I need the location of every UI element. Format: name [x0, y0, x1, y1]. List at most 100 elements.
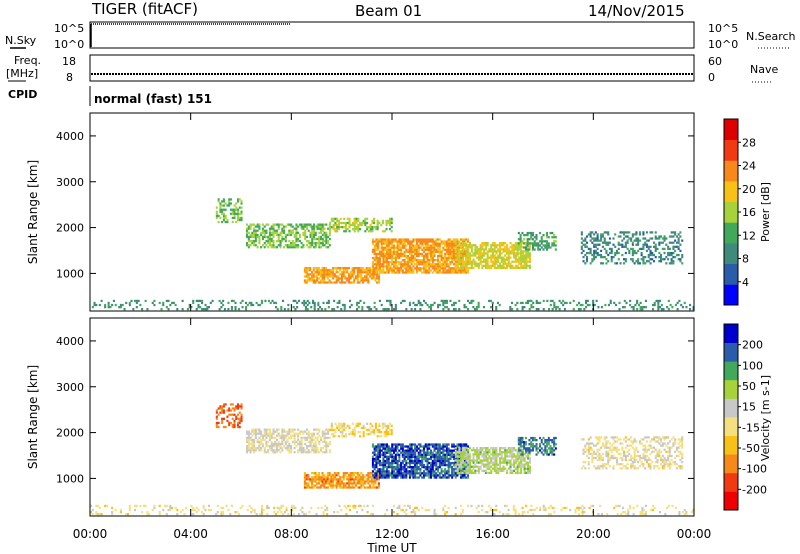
- power-cell: [470, 264, 473, 267]
- power-cell: [337, 267, 340, 270]
- velocity-cell: [433, 455, 436, 458]
- power-cell: [628, 231, 631, 234]
- power-cell: [367, 230, 370, 233]
- power-cell: [408, 267, 411, 270]
- velocity-cell: [256, 432, 259, 435]
- velocity-cell: [490, 465, 493, 468]
- velocity-cell: [396, 513, 399, 516]
- velocity-cell: [284, 430, 287, 433]
- power-cell: [313, 308, 316, 311]
- power-cell: [311, 279, 314, 282]
- power-cell: [644, 256, 647, 259]
- velocity-cell: [371, 513, 374, 516]
- velocity-cell: [456, 471, 459, 475]
- power-cell: [348, 223, 351, 227]
- power-cell: [215, 210, 218, 213]
- velocity-cell: [484, 451, 487, 454]
- power-cell: [528, 260, 531, 263]
- velocity-cell: [312, 478, 315, 481]
- power-cell: [260, 301, 263, 305]
- velocity-cell: [358, 476, 361, 479]
- power-cell: [328, 237, 331, 241]
- power-cell: [504, 254, 507, 257]
- power-cell: [675, 253, 678, 257]
- power-cell: [463, 250, 466, 253]
- power-cell: [463, 248, 466, 251]
- velocity-cell: [430, 451, 433, 454]
- velocity-cell: [374, 426, 377, 430]
- power-cell: [430, 269, 433, 272]
- velocity-cell: [353, 472, 356, 475]
- power-cell: [633, 249, 636, 253]
- velocity-cell: [95, 511, 98, 514]
- velocity-cell: [327, 445, 330, 448]
- power-cell: [371, 263, 374, 266]
- velocity-cell: [339, 476, 342, 479]
- velocity-cell: [452, 443, 455, 446]
- power-cell: [328, 281, 331, 284]
- power-cell: [389, 240, 392, 243]
- power-cell: [233, 214, 236, 218]
- velocity-cell: [314, 447, 317, 450]
- power-cell: [651, 251, 654, 255]
- velocity-cell: [362, 426, 365, 430]
- velocity-cell: [348, 426, 351, 430]
- power-cell: [523, 258, 526, 261]
- power-cell: [514, 264, 517, 267]
- velocity-cell: [325, 486, 328, 489]
- power-cell: [246, 242, 249, 245]
- velocity-cell: [319, 486, 322, 489]
- velocity-cell: [288, 451, 291, 454]
- power-cell: [419, 308, 422, 311]
- velocity-cell: [276, 434, 279, 437]
- power-cell: [438, 267, 441, 270]
- velocity-cell: [319, 476, 322, 479]
- velocity-cell: [415, 506, 418, 510]
- velocity-cell: [477, 504, 480, 508]
- velocity-cell: [370, 476, 373, 479]
- velocity-cell: [488, 455, 491, 458]
- velocity-cell: [449, 453, 452, 456]
- velocity-cell: [400, 464, 403, 467]
- power-cell: [293, 235, 296, 239]
- velocity-cell: [387, 431, 390, 434]
- velocity-cell: [309, 436, 312, 439]
- power-cell: [387, 271, 390, 274]
- velocity-cell: [430, 470, 433, 473]
- power-cell: [465, 248, 468, 251]
- power-cell: [608, 251, 611, 255]
- power-cell: [134, 299, 137, 303]
- power-cell: [400, 252, 403, 256]
- power-cell: [658, 251, 661, 255]
- power-cell: [342, 275, 345, 278]
- power-cell: [509, 264, 512, 267]
- velocity-cell: [486, 453, 489, 456]
- power-cell: [438, 250, 441, 253]
- velocity-cell: [356, 472, 359, 475]
- velocity-cell: [280, 511, 283, 514]
- velocity-cell: [393, 447, 396, 450]
- power-cell: [353, 223, 356, 227]
- power-cell: [651, 231, 654, 234]
- power-cell: [375, 259, 378, 262]
- velocity-cell: [479, 449, 482, 452]
- velocity-cell: [410, 447, 413, 450]
- velocity-cell: [578, 506, 581, 510]
- power-cell: [93, 301, 96, 305]
- power-cell: [405, 261, 408, 264]
- velocity-cell: [266, 506, 269, 510]
- power-cell: [352, 228, 355, 231]
- velocity-cell: [381, 424, 384, 428]
- velocity-cell: [486, 459, 489, 462]
- velocity-cell: [314, 451, 317, 454]
- power-cell: [463, 244, 466, 247]
- power-cell: [467, 308, 470, 311]
- velocity-cell: [328, 474, 331, 477]
- power-cell: [303, 271, 306, 274]
- power-cell: [265, 229, 268, 232]
- power-cell: [328, 279, 331, 282]
- power-cell: [408, 240, 411, 243]
- power-cell: [458, 271, 461, 274]
- velocity-cell: [384, 464, 387, 467]
- power-cell: [417, 246, 420, 249]
